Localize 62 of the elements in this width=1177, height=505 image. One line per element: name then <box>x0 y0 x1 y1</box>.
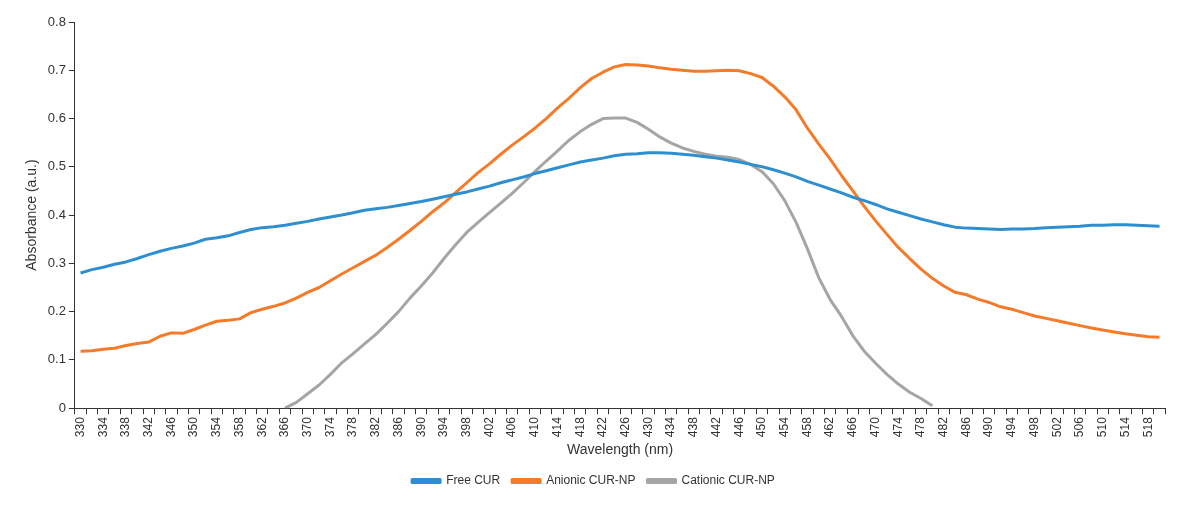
x-axis-title: Wavelength (nm) <box>567 441 674 458</box>
x-tick-label: 358 <box>231 416 246 438</box>
x-tick-label: 374 <box>322 416 337 438</box>
x-tick-label: 430 <box>640 416 655 438</box>
y-axis-title: Absorbance (a.u.) <box>23 159 40 271</box>
x-tick-label: 338 <box>118 416 133 438</box>
x-tick-label: 462 <box>822 416 837 438</box>
x-tick-label: 414 <box>549 416 564 438</box>
x-tick-label: 506 <box>1072 416 1087 438</box>
x-tick-label: 502 <box>1049 416 1064 438</box>
x-tick-label: 334 <box>95 416 110 438</box>
x-tick-label: 498 <box>1026 416 1041 438</box>
y-tick-label: 0.4 <box>47 206 66 222</box>
x-tick-label: 402 <box>481 416 496 438</box>
x-tick-label: 470 <box>867 416 882 438</box>
x-tick-label: 490 <box>981 416 996 438</box>
x-tick-label: 474 <box>890 416 905 438</box>
x-tick-label: 398 <box>459 416 474 438</box>
x-tick-label: 422 <box>595 416 610 438</box>
x-tick-label: 382 <box>368 416 383 438</box>
x-tick-label: 418 <box>572 416 587 438</box>
x-tick-label: 410 <box>527 416 542 438</box>
x-tick-label: 486 <box>958 416 973 438</box>
x-tick-label: 438 <box>686 416 701 438</box>
x-tick-label: 330 <box>72 416 87 438</box>
x-tick-label: 394 <box>436 416 451 438</box>
x-tick-label: 390 <box>413 416 428 438</box>
y-tick-label: 0.7 <box>47 61 66 77</box>
x-tick-label: 346 <box>163 416 178 438</box>
x-tick-label: 494 <box>1004 416 1019 438</box>
y-tick-label: 0.5 <box>47 158 66 174</box>
x-tick-label: 482 <box>936 416 951 438</box>
x-tick-label: 354 <box>209 416 224 438</box>
legend-label: Anionic CUR-NP <box>546 473 636 488</box>
y-tick-label: 0.3 <box>47 254 66 270</box>
x-tick-label: 366 <box>277 416 292 438</box>
x-tick-label: 406 <box>504 416 519 438</box>
x-tick-label: 450 <box>754 416 769 438</box>
x-tick-label: 386 <box>390 416 405 438</box>
y-tick-label: 0.1 <box>47 351 66 367</box>
x-tick-label: 370 <box>300 416 315 438</box>
x-tick-label: 342 <box>141 416 156 438</box>
x-tick-label: 442 <box>708 416 723 438</box>
x-tick-label: 458 <box>799 416 814 438</box>
x-tick-label: 510 <box>1095 416 1110 438</box>
x-tick-label: 426 <box>618 416 633 438</box>
x-tick-label: 434 <box>663 416 678 438</box>
x-tick-label: 454 <box>777 416 792 438</box>
y-tick-label: 0.6 <box>47 110 66 126</box>
x-tick-label: 514 <box>1117 416 1132 438</box>
y-tick-label: 0.8 <box>47 13 66 29</box>
x-tick-label: 466 <box>845 416 860 438</box>
x-tick-label: 362 <box>254 416 269 438</box>
x-tick-label: 378 <box>345 416 360 438</box>
x-tick-label: 350 <box>186 416 201 438</box>
y-tick-label: 0.2 <box>47 303 66 319</box>
legend-label: Cationic CUR-NP <box>681 473 775 488</box>
x-tick-label: 446 <box>731 416 746 438</box>
legend-label: Free CUR <box>446 473 501 488</box>
x-tick-label: 518 <box>1140 416 1155 438</box>
x-tick-label: 478 <box>913 416 928 438</box>
y-tick-label: 0 <box>58 399 66 415</box>
